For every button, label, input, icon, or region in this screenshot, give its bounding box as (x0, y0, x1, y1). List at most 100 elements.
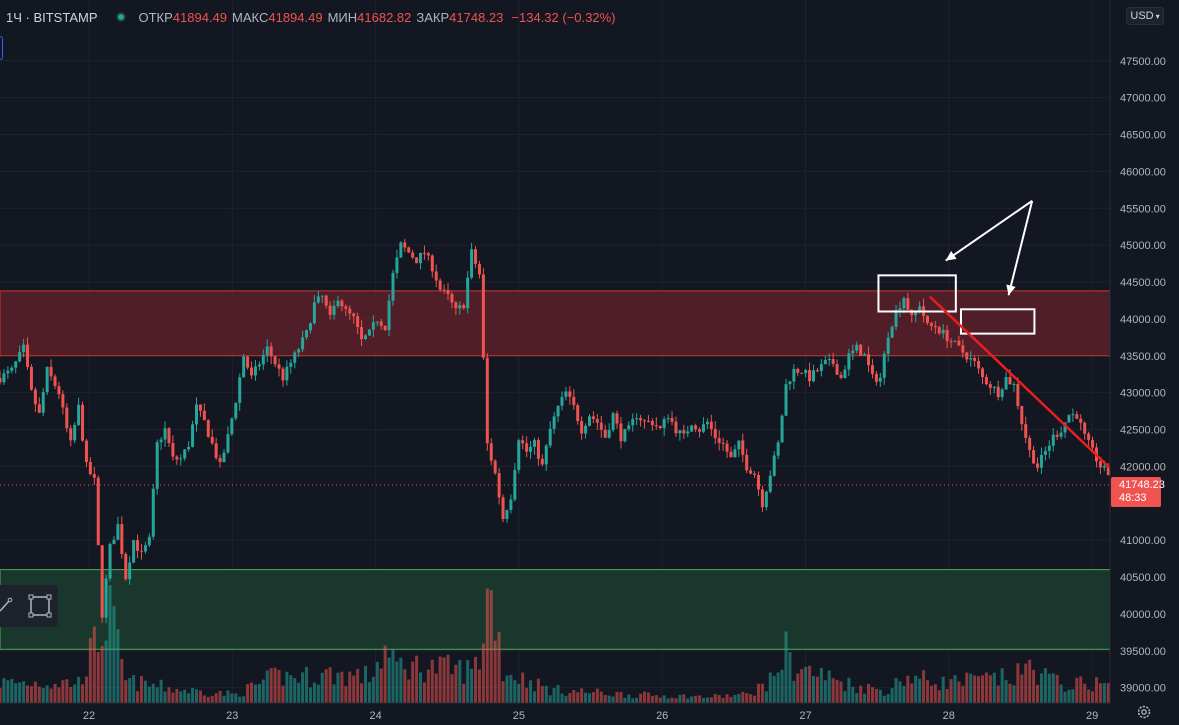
symbol-name[interactable]: 1Ч · BITSTAMP (6, 9, 98, 25)
candle-body (1102, 465, 1106, 468)
candle-body (792, 368, 796, 382)
volume-bar (595, 688, 599, 703)
candle-body (206, 420, 210, 437)
volume-bar (419, 672, 423, 703)
candle-body (709, 421, 713, 430)
candle-body (1091, 439, 1095, 448)
volume-bar (250, 682, 254, 703)
volume-bar (992, 672, 996, 703)
highlight-box[interactable] (959, 308, 1036, 335)
candle-body (540, 458, 544, 465)
volume-bar (438, 656, 442, 703)
volume-bar (446, 654, 450, 703)
candle-body (222, 452, 226, 463)
market-status-icon[interactable] (115, 12, 126, 22)
volume-bar (328, 667, 332, 703)
currency-label: USD (1130, 10, 1154, 22)
volume-bar (474, 656, 478, 703)
volume-bar (422, 682, 426, 703)
rectangle-icon[interactable] (28, 594, 52, 618)
volume-bar (925, 680, 929, 703)
candle-body (607, 429, 611, 438)
volume-bar (151, 683, 155, 703)
candle-body (108, 544, 112, 579)
volume-bar (851, 686, 855, 703)
left-collapse-tab[interactable] (0, 36, 3, 60)
candle-body (1024, 424, 1028, 439)
candle-body (1083, 422, 1087, 434)
candle-body (1079, 418, 1083, 423)
candle-body (1047, 445, 1051, 451)
candle-body (210, 436, 214, 444)
volume-bar (147, 686, 151, 703)
candle-body (171, 442, 175, 457)
candle-body (658, 426, 662, 429)
candle-body (96, 477, 100, 546)
candle-body (446, 289, 450, 294)
candle-body (120, 524, 124, 554)
volume-bar (434, 673, 438, 703)
volume-bar (10, 678, 14, 703)
candle-body (387, 300, 391, 331)
candle-body (760, 489, 764, 508)
volume-bar (163, 691, 167, 703)
volume-bar (611, 696, 615, 703)
volume-bar (57, 687, 61, 703)
volume-bar (234, 693, 238, 703)
trendline-icon[interactable] (0, 597, 13, 612)
candle-body (713, 429, 717, 439)
time-tick-label: 22 (83, 710, 95, 722)
candle-body (470, 249, 474, 278)
volume-bar (988, 675, 992, 703)
volume-bar (584, 692, 588, 703)
candle-body (513, 469, 517, 500)
white-arrow[interactable] (1007, 200, 1034, 296)
candle-body (576, 405, 580, 422)
candle-body (925, 315, 929, 323)
volume-bar (815, 676, 819, 703)
volume-bar (261, 679, 265, 703)
support-zone[interactable] (0, 569, 1111, 650)
volume-bar (819, 667, 823, 703)
time-tick-label: 28 (943, 710, 955, 722)
open-value: 41894.49 (172, 9, 228, 25)
resistance-zone[interactable] (0, 290, 1111, 357)
candle-body (454, 302, 458, 309)
candle-body (501, 497, 505, 519)
volume-bar (804, 666, 808, 703)
volume-bar (198, 690, 202, 703)
candle-body (890, 326, 894, 338)
candle-body (701, 424, 705, 432)
white-arrow[interactable] (945, 200, 1033, 262)
volume-bar (941, 676, 945, 703)
volume-bar (108, 585, 112, 703)
volume-bar (1028, 659, 1032, 703)
volume-bar (788, 652, 792, 703)
highlight-box[interactable] (877, 274, 957, 313)
candle-body (532, 440, 536, 447)
currency-select[interactable]: USD ▾ (1126, 7, 1164, 25)
volume-bar (666, 698, 670, 703)
candle-body (112, 539, 116, 545)
candle-body (835, 363, 839, 375)
candle-body (941, 329, 945, 334)
volume-bar (92, 626, 96, 703)
candle-body (407, 247, 411, 253)
volume-bar (969, 673, 973, 703)
candle-body (29, 366, 33, 390)
candle-body (595, 419, 599, 423)
candle-body (906, 298, 910, 310)
volume-bar (536, 678, 540, 703)
volume-bar (96, 652, 100, 703)
change-value: −134.32 (−0.32%) (511, 9, 616, 25)
volume-bar (206, 696, 210, 703)
volume-bar (713, 694, 717, 703)
volume-bar (312, 682, 316, 703)
candle-body (882, 353, 886, 378)
candle-body (450, 293, 454, 303)
gear-icon[interactable] (1135, 703, 1153, 721)
volume-bar (1016, 663, 1020, 703)
volume-bar (1067, 689, 1071, 703)
volume-bar (136, 691, 140, 703)
